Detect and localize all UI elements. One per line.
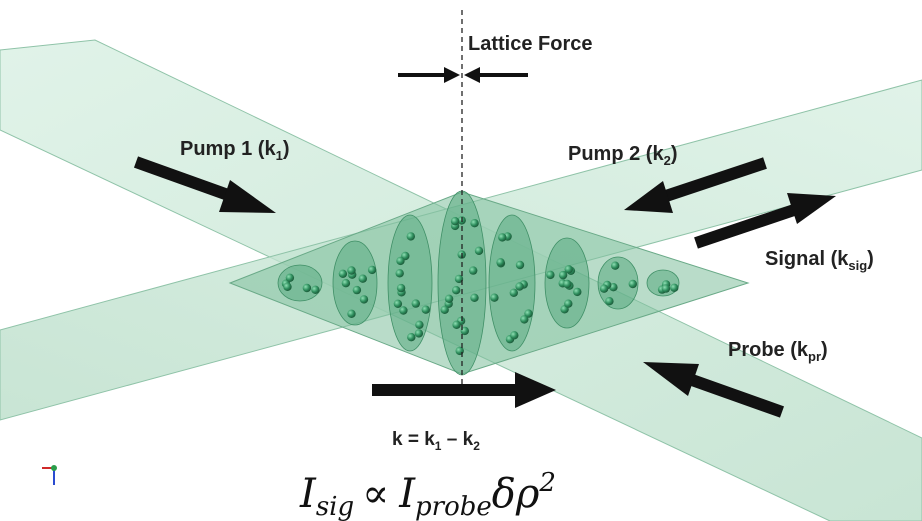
atom [546,270,555,280]
pump2-label: Pump 2 (k2) [568,143,677,168]
atom [367,265,377,275]
atom [670,283,679,292]
atom [470,219,479,228]
signal-label: Signal (ksig) [765,248,874,273]
atom [611,261,620,270]
atom [406,232,415,241]
probe-label: Probe (kpr) [728,339,828,364]
atom [474,246,484,255]
atom [628,279,637,289]
atom [396,283,406,293]
atom [338,269,348,278]
pump1-arrow [133,156,276,213]
atom [352,285,362,295]
atom [661,284,671,293]
grating-wavevector-label: k = k1 – k2 [392,429,480,453]
atom [452,286,461,295]
atom [460,326,469,336]
atom [358,274,367,283]
atom [515,282,524,291]
atom [510,331,519,340]
atom [564,265,573,274]
pump2-arrow [624,157,767,213]
atom [563,279,572,289]
atom [605,297,614,306]
atom [347,266,356,275]
atom [359,295,369,304]
atom [452,320,461,329]
atom [573,287,582,297]
signal-intensity-equation: Isig ∝ Iprobeδρ2 [299,468,556,521]
atom [470,293,479,302]
atom [407,333,416,342]
grating-lobe [488,214,536,352]
atom [395,269,404,278]
atom [515,260,525,270]
atom [490,293,499,302]
atom [509,288,518,297]
grating-lobe [332,240,378,326]
grating-lobe [387,214,433,352]
atom [415,320,424,329]
atom [285,273,295,282]
atom [347,309,356,318]
atom [396,256,405,266]
atom [440,305,449,314]
probe-arrow [643,362,785,418]
lattice-force-arrows [398,67,528,83]
signal-arrow [694,193,836,249]
atom [421,305,430,314]
atom [558,270,568,280]
atom [599,284,609,293]
atom [411,299,420,308]
grating-lobe [597,256,639,310]
atom [496,258,505,267]
atom [498,233,507,242]
atom [454,274,464,284]
lattice-force-label: Lattice Force [468,33,592,55]
atom [450,217,460,226]
atom [564,299,573,308]
atom [341,279,351,288]
atom [283,282,292,291]
atom [311,285,320,294]
atom [469,266,478,275]
atom [399,306,408,315]
atom [393,299,403,308]
atom [414,329,424,338]
atom [444,294,454,303]
atom [524,309,533,318]
atom [302,283,312,293]
atom [520,315,529,324]
axis-triad-icon [42,465,57,485]
grating-wavevector-arrow [372,372,556,408]
pump1-label: Pump 1 (k1) [180,138,289,163]
atom-cloud [281,216,679,356]
